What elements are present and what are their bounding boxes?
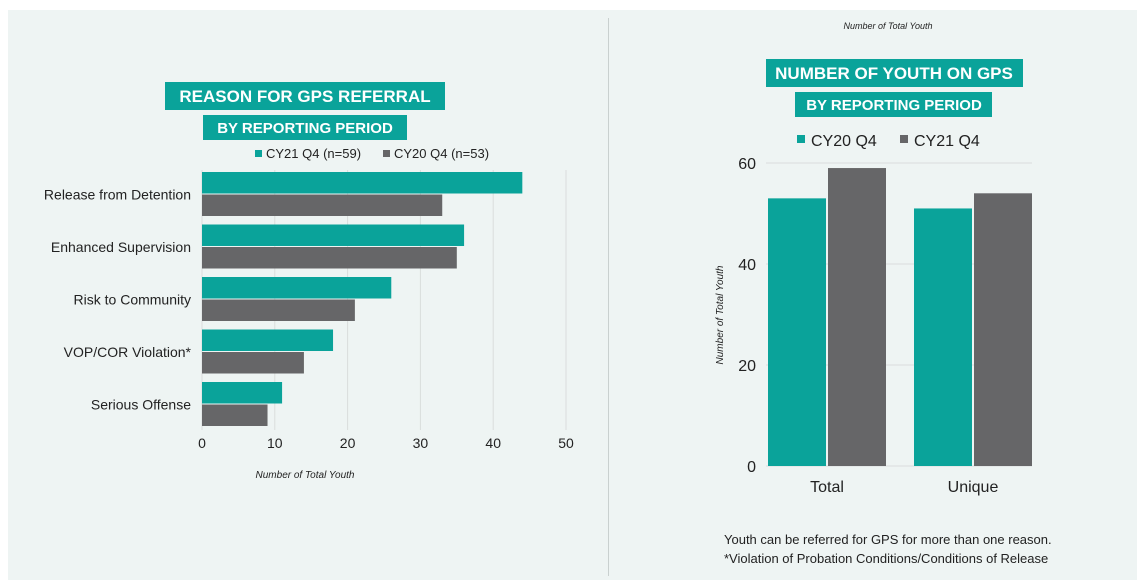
left-x-tick-label: 0 [198, 435, 206, 451]
referral-reason-chart: REASON FOR GPS REFERRAL BY REPORTING PER… [44, 82, 574, 481]
bar-cy21q4 [974, 193, 1032, 467]
left-x-tick-label: 30 [413, 435, 429, 451]
legend-swatch-cy20q4 [797, 135, 805, 143]
left-x-ticks: 0 10 20 30 40 50 [198, 435, 574, 451]
left-bars [202, 172, 523, 426]
legend-label-cy21q4: CY21 Q4 [914, 133, 980, 150]
left-category-label: Enhanced Supervision [51, 239, 191, 255]
bar-cy21 [202, 382, 283, 404]
right-y-tick-label: 60 [738, 156, 756, 173]
panel-divider [608, 18, 609, 576]
bar-cy20 [202, 194, 443, 216]
right-chart-title: NUMBER OF YOUTH ON GPS [775, 64, 1013, 83]
right-title-box: NUMBER OF YOUTH ON GPS BY REPORTING PERI… [766, 59, 1023, 117]
bar-cy21 [202, 277, 392, 299]
right-title-bg [766, 59, 1023, 87]
footnote-line-1: Youth can be referred for GPS for more t… [724, 532, 1052, 547]
bar-cy20 [202, 404, 268, 426]
right-y-tick-label: 40 [738, 257, 756, 274]
bar-cy20 [202, 247, 457, 269]
legend-swatch-cy21q4 [900, 135, 908, 143]
right-category-labels: Total Unique [810, 479, 998, 496]
left-chart-subtitle: BY REPORTING PERIOD [217, 120, 393, 137]
left-category-label: Risk to Community [74, 292, 191, 308]
bar-cy20q4 [768, 198, 826, 466]
footnote-line-2: *Violation of Probation Conditions/Condi… [724, 551, 1048, 566]
right-y-tick-label: 0 [747, 459, 756, 476]
left-category-labels: Release from Detention Enhanced Supervisi… [44, 187, 192, 413]
right-subtitle-bg [795, 92, 992, 117]
right-bars [768, 168, 1032, 467]
right-y-axis-label: Number of Total Youth [715, 265, 726, 364]
left-x-tick-label: 20 [340, 435, 356, 451]
bar-cy21 [202, 329, 334, 351]
right-y-ticks: 0 20 40 60 [738, 156, 756, 476]
left-category-label: Release from Detention [44, 187, 191, 203]
left-subtitle-bg [203, 115, 407, 140]
bar-cy21 [202, 172, 523, 194]
left-title-bg [165, 82, 445, 110]
bar-cy21q4 [828, 168, 886, 467]
right-top-label: Number of Total Youth [843, 21, 932, 31]
right-chart-subtitle: BY REPORTING PERIOD [806, 97, 982, 114]
right-category-label: Unique [948, 479, 999, 496]
right-category-label: Total [810, 479, 844, 496]
left-x-tick-label: 50 [558, 435, 574, 451]
legend-label-cy20: CY20 Q4 (n=53) [394, 146, 489, 161]
youth-on-gps-chart: Number of Total Youth NUMBER OF YOUTH ON… [715, 21, 1052, 566]
legend-swatch-cy20 [383, 150, 390, 157]
left-title-box: REASON FOR GPS REFERRAL BY REPORTING PER… [165, 82, 445, 140]
left-legend: CY21 Q4 (n=59) CY20 Q4 (n=53) [255, 146, 489, 161]
left-x-axis-label: Number of Total Youth [256, 470, 355, 481]
bar-cy20 [202, 352, 304, 374]
left-category-label: Serious Offense [91, 397, 191, 413]
left-x-tick-label: 10 [267, 435, 283, 451]
legend-swatch-cy21 [255, 150, 262, 157]
right-y-tick-label: 20 [738, 358, 756, 375]
legend-label-cy21: CY21 Q4 (n=59) [266, 146, 361, 161]
bar-cy21 [202, 224, 465, 246]
right-legend: CY20 Q4 CY21 Q4 [797, 133, 980, 150]
left-chart-title: REASON FOR GPS REFERRAL [179, 87, 430, 106]
left-category-label: VOP/COR Violation* [64, 344, 192, 360]
left-x-tick-label: 40 [485, 435, 501, 451]
bar-cy20 [202, 299, 355, 321]
bar-cy20q4 [914, 208, 972, 466]
legend-label-cy20q4: CY20 Q4 [811, 133, 877, 150]
